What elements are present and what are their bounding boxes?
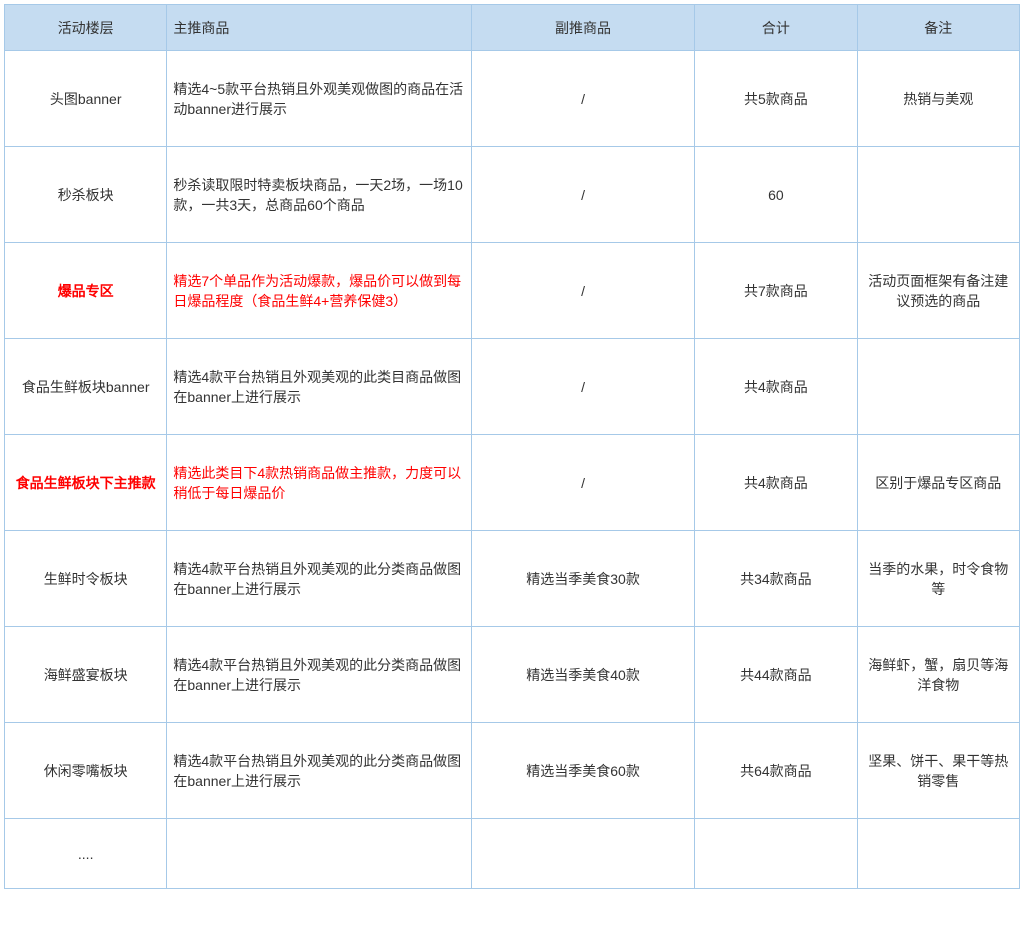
table-header: 活动楼层 主推商品 副推商品 合计 备注 <box>5 5 1020 51</box>
cell-floor: 爆品专区 <box>5 243 167 339</box>
cell-floor: 生鲜时令板块 <box>5 531 167 627</box>
cell-sub: / <box>471 147 694 243</box>
header-sub: 副推商品 <box>471 5 694 51</box>
header-main: 主推商品 <box>167 5 472 51</box>
cell-note: 坚果、饼干、果干等热销零售 <box>857 723 1019 819</box>
cell-floor: 休闲零嘴板块 <box>5 723 167 819</box>
cell-total <box>695 819 857 889</box>
cell-sub: / <box>471 339 694 435</box>
cell-floor: 秒杀板块 <box>5 147 167 243</box>
cell-sub <box>471 819 694 889</box>
cell-sub: / <box>471 51 694 147</box>
header-total: 合计 <box>695 5 857 51</box>
table-row: 头图banner精选4~5款平台热销且外观美观做图的商品在活动banner进行展… <box>5 51 1020 147</box>
cell-note <box>857 147 1019 243</box>
table-row: .... <box>5 819 1020 889</box>
table-row: 休闲零嘴板块精选4款平台热销且外观美观的此分类商品做图在banner上进行展示精… <box>5 723 1020 819</box>
cell-main: 精选此类目下4款热销商品做主推款，力度可以稍低于每日爆品价 <box>167 435 472 531</box>
table-row: 食品生鲜板块banner精选4款平台热销且外观美观的此类目商品做图在banner… <box>5 339 1020 435</box>
table-row: 爆品专区精选7个单品作为活动爆款，爆品价可以做到每日爆品程度（食品生鲜4+营养保… <box>5 243 1020 339</box>
cell-sub: / <box>471 243 694 339</box>
cell-note: 热销与美观 <box>857 51 1019 147</box>
cell-note <box>857 339 1019 435</box>
header-floor: 活动楼层 <box>5 5 167 51</box>
cell-total: 共5款商品 <box>695 51 857 147</box>
cell-main: 精选4款平台热销且外观美观的此分类商品做图在banner上进行展示 <box>167 531 472 627</box>
cell-sub: 精选当季美食30款 <box>471 531 694 627</box>
cell-floor: 食品生鲜板块banner <box>5 339 167 435</box>
cell-total: 共4款商品 <box>695 435 857 531</box>
cell-sub: 精选当季美食40款 <box>471 627 694 723</box>
cell-note: 活动页面框架有备注建议预选的商品 <box>857 243 1019 339</box>
cell-main: 精选4款平台热销且外观美观的此类目商品做图在banner上进行展示 <box>167 339 472 435</box>
cell-total: 共34款商品 <box>695 531 857 627</box>
table-row: 秒杀板块秒杀读取限时特卖板块商品，一天2场，一场10款，一共3天，总商品60个商… <box>5 147 1020 243</box>
header-row: 活动楼层 主推商品 副推商品 合计 备注 <box>5 5 1020 51</box>
cell-main: 精选7个单品作为活动爆款，爆品价可以做到每日爆品程度（食品生鲜4+营养保健3） <box>167 243 472 339</box>
table-row: 生鲜时令板块精选4款平台热销且外观美观的此分类商品做图在banner上进行展示精… <box>5 531 1020 627</box>
cell-total: 共7款商品 <box>695 243 857 339</box>
cell-floor: .... <box>5 819 167 889</box>
cell-note <box>857 819 1019 889</box>
activity-floor-table: 活动楼层 主推商品 副推商品 合计 备注 头图banner精选4~5款平台热销且… <box>4 4 1020 889</box>
cell-sub: 精选当季美食60款 <box>471 723 694 819</box>
cell-total: 共64款商品 <box>695 723 857 819</box>
cell-floor: 头图banner <box>5 51 167 147</box>
cell-floor: 食品生鲜板块下主推款 <box>5 435 167 531</box>
cell-total: 共4款商品 <box>695 339 857 435</box>
cell-note: 当季的水果，时令食物等 <box>857 531 1019 627</box>
cell-main: 精选4~5款平台热销且外观美观做图的商品在活动banner进行展示 <box>167 51 472 147</box>
cell-sub: / <box>471 435 694 531</box>
table-body: 头图banner精选4~5款平台热销且外观美观做图的商品在活动banner进行展… <box>5 51 1020 889</box>
header-note: 备注 <box>857 5 1019 51</box>
table-row: 海鲜盛宴板块精选4款平台热销且外观美观的此分类商品做图在banner上进行展示精… <box>5 627 1020 723</box>
cell-floor: 海鲜盛宴板块 <box>5 627 167 723</box>
cell-main: 秒杀读取限时特卖板块商品，一天2场，一场10款，一共3天，总商品60个商品 <box>167 147 472 243</box>
table-row: 食品生鲜板块下主推款精选此类目下4款热销商品做主推款，力度可以稍低于每日爆品价/… <box>5 435 1020 531</box>
cell-total: 60 <box>695 147 857 243</box>
cell-total: 共44款商品 <box>695 627 857 723</box>
cell-main <box>167 819 472 889</box>
cell-note: 海鲜虾，蟹，扇贝等海洋食物 <box>857 627 1019 723</box>
cell-main: 精选4款平台热销且外观美观的此分类商品做图在banner上进行展示 <box>167 627 472 723</box>
cell-main: 精选4款平台热销且外观美观的此分类商品做图在banner上进行展示 <box>167 723 472 819</box>
cell-note: 区别于爆品专区商品 <box>857 435 1019 531</box>
